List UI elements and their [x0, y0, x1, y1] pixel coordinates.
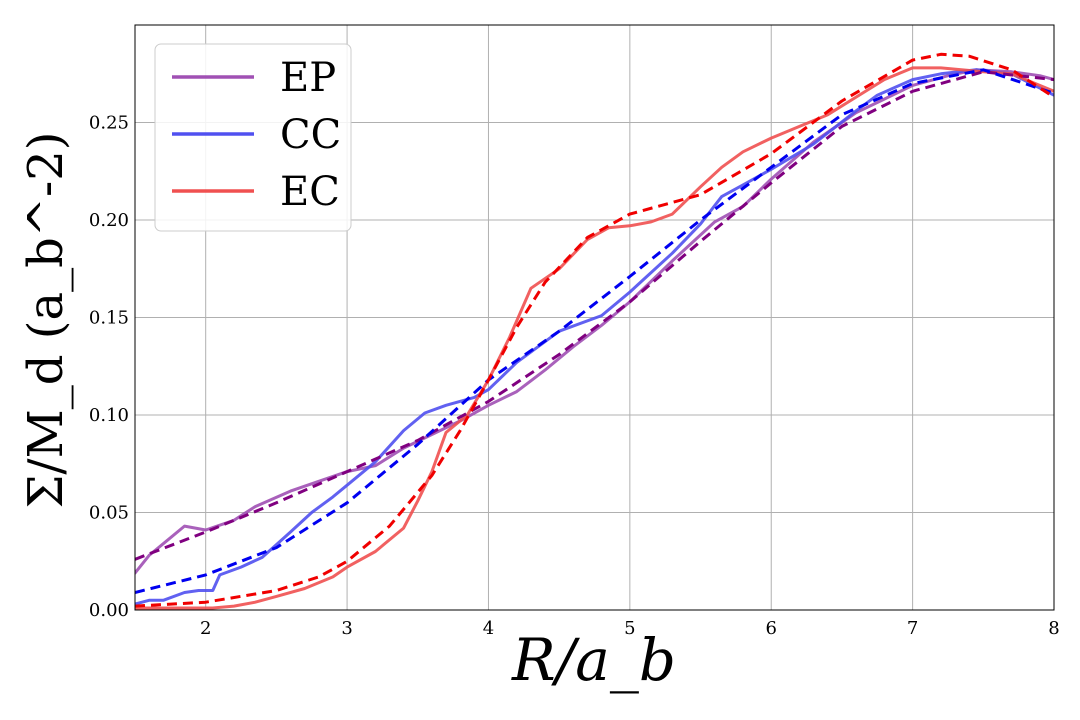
series-ec-fit	[135, 52, 1054, 608]
x-tick-label: 3	[341, 618, 352, 639]
x-tick-label: 7	[907, 618, 918, 639]
series-ep	[135, 68, 1054, 575]
x-tick-label: 6	[766, 618, 777, 639]
y-tick-label: 0.10	[89, 405, 129, 426]
y-axis-label: Σ/M_d (a_b^-2)	[18, 131, 74, 508]
legend-label-ep: EP	[280, 55, 336, 101]
series-layer	[135, 52, 1054, 610]
x-tick-label: 4	[483, 618, 494, 639]
legend-label-ec: EC	[280, 169, 340, 215]
legend: EP CC EC	[154, 43, 352, 232]
y-tick-label: 0.05	[89, 503, 129, 524]
x-axis-label: R/a_b	[511, 626, 676, 694]
legend-box	[154, 43, 352, 232]
y-tick-label: 0.15	[89, 308, 129, 329]
series-ec	[135, 66, 1054, 610]
y-tick-label: 0.25	[89, 113, 129, 134]
y-tick-label: 0.00	[89, 600, 129, 621]
y-tick-labels: 0.00 0.05 0.10 0.15 0.20 0.25	[89, 113, 129, 622]
x-tick-label: 2	[200, 618, 211, 639]
legend-label-cc: CC	[280, 112, 341, 158]
x-tick-label: 5	[624, 618, 635, 639]
plot-frame	[134, 24, 1055, 611]
x-tick-label: 8	[1048, 618, 1059, 639]
series-ep-fit	[135, 70, 1054, 561]
series-cc-fit	[135, 68, 1054, 594]
x-tick-labels: 2 3 4 5 6 7 8	[200, 618, 1060, 639]
y-tick-label: 0.20	[89, 210, 129, 231]
